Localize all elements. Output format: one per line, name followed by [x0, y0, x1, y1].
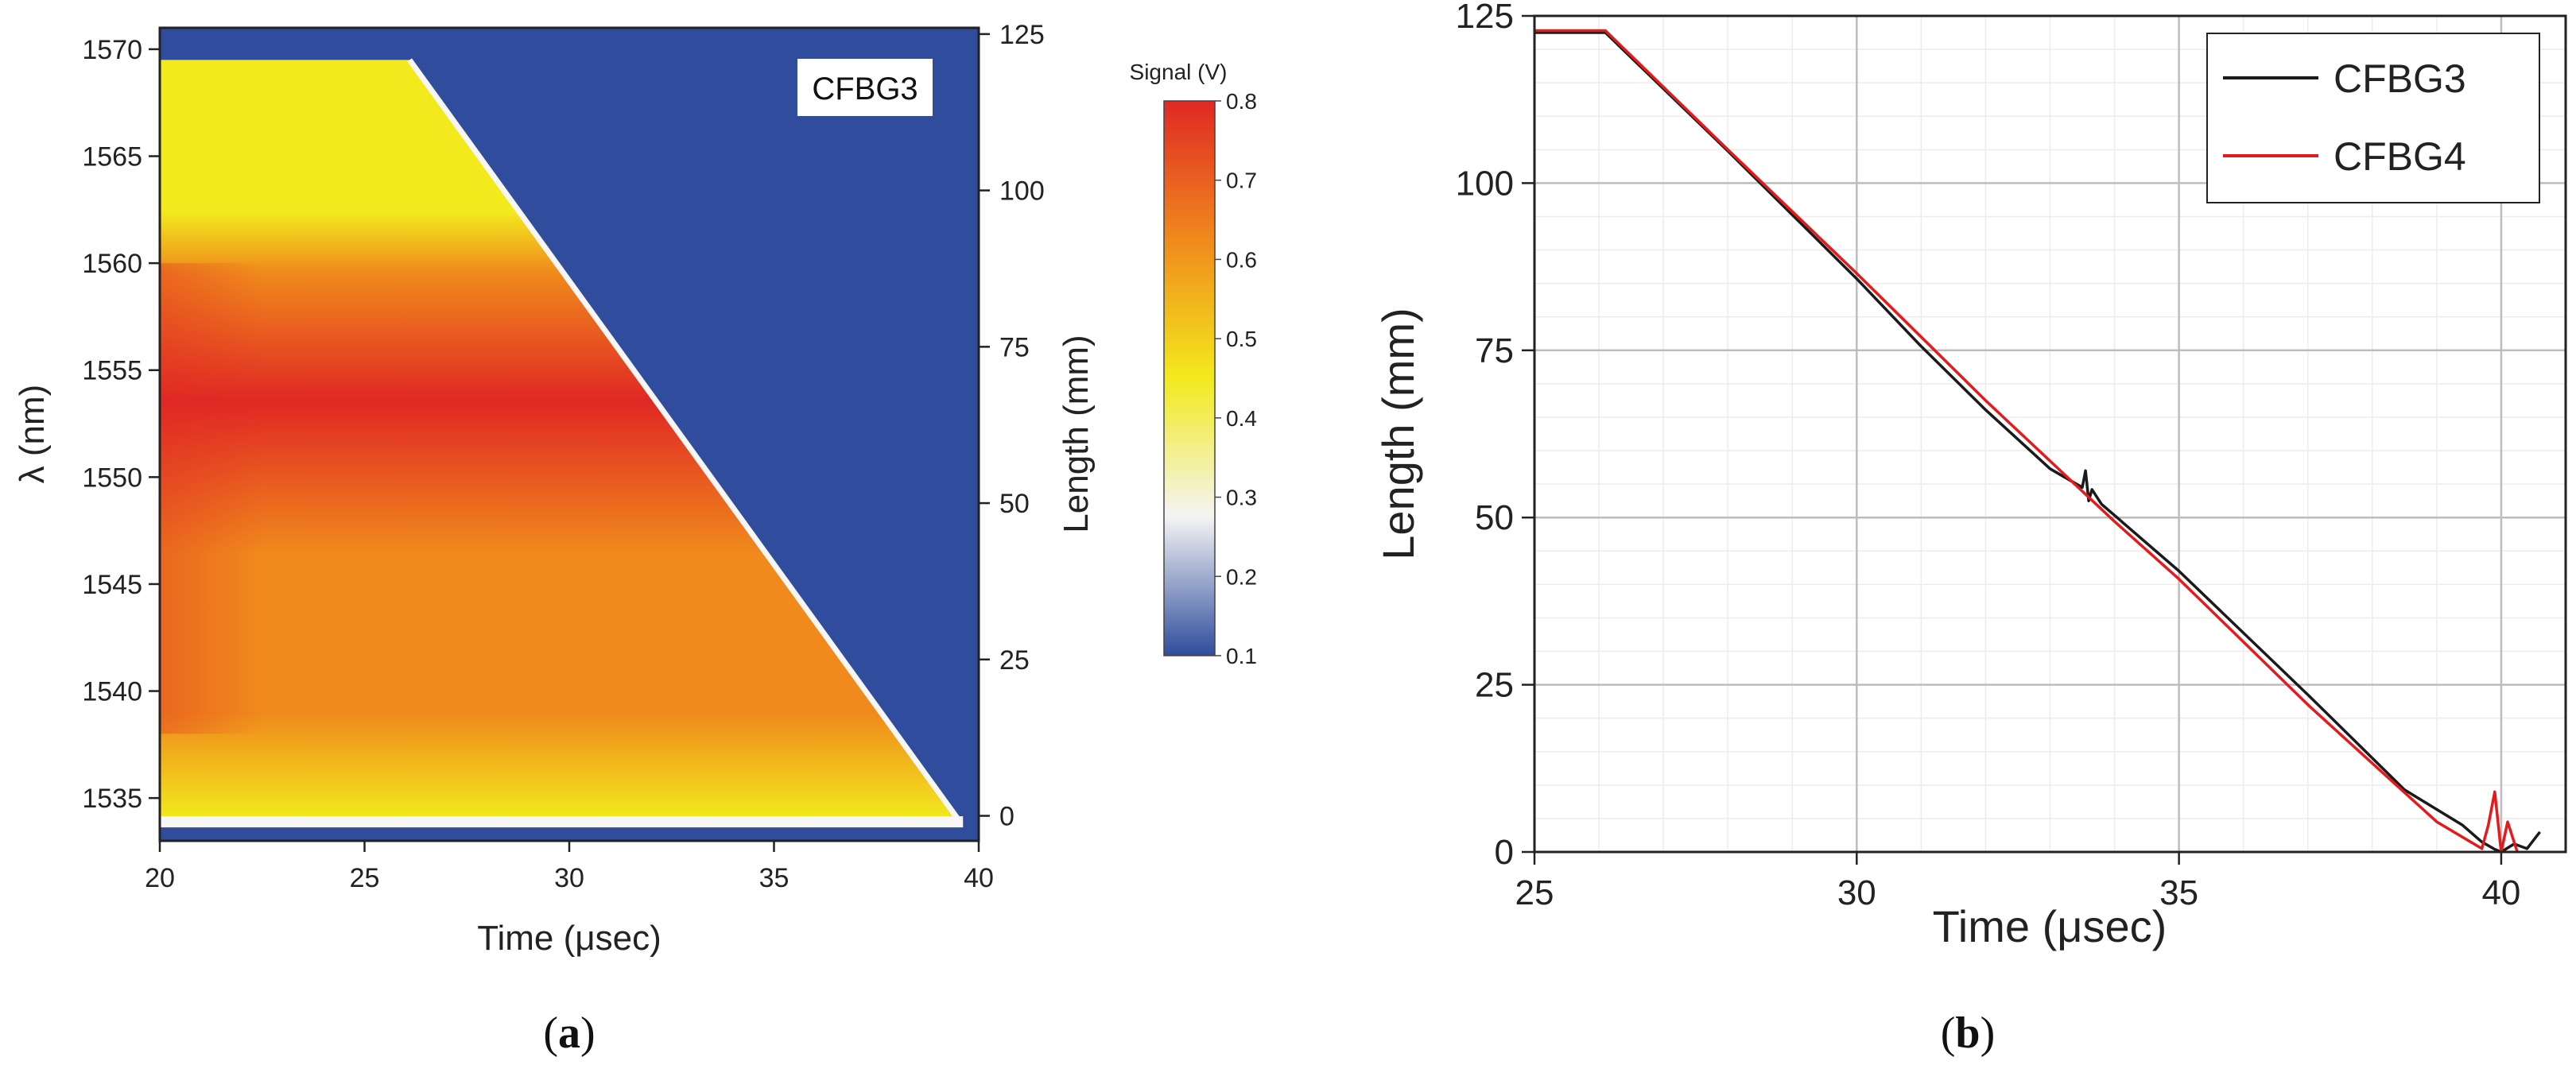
y-axis-label-b: Length (mm) — [1373, 308, 1423, 559]
y-tick-label-left-a: 1545 — [82, 570, 142, 600]
y-tick-label-left-a: 1535 — [82, 784, 142, 814]
y-tick-label-right-a: 50 — [999, 489, 1030, 519]
y-tick-label-right-a: 0 — [999, 802, 1014, 832]
grating-end-band — [160, 816, 964, 828]
y-tick-label-right-a: 25 — [999, 645, 1030, 676]
y-tick-label-left-a: 1555 — [82, 356, 142, 386]
y-tick-label-left-a: 1540 — [82, 677, 142, 707]
y-tick-label-left-a: 1550 — [82, 463, 142, 493]
colorbar-tick-label: 0.7 — [1226, 168, 1257, 193]
colorbar-gradient — [1163, 100, 1216, 656]
colorbar-tick-label: 0.6 — [1226, 247, 1257, 272]
y-tick-label-b: 100 — [1456, 164, 1514, 203]
colorbar-tick-label: 0.2 — [1226, 564, 1257, 589]
series-line-cfbg4 — [1534, 29, 2519, 852]
heatmap-red-core — [160, 263, 367, 734]
x-axis-label-b: Time (μsec) — [1933, 901, 2167, 951]
plot-frame-b — [1533, 14, 2567, 854]
y-tick-label-right-a: 100 — [999, 176, 1045, 207]
x-tick-label-b: 40 — [2481, 873, 2520, 912]
y-tick-label-b: 75 — [1475, 331, 1514, 370]
minor-grid-b — [1534, 16, 2566, 852]
colorbar: Signal (V) 0.1 0.2 0.3 0.4 0.5 0.6 0.7 0.8 — [1130, 60, 1257, 668]
legend-box — [2206, 33, 2540, 203]
legend: CFBG3 CFBG4 — [2206, 33, 2540, 203]
x-tick-label-b: 30 — [1837, 873, 1876, 912]
annotation-label: CFBG3 — [812, 72, 918, 106]
colorbar-title: Signal (V) — [1130, 60, 1228, 84]
legend-label-cfbg3: CFBG3 — [2334, 56, 2466, 101]
y-axis-label-left-a: λ (nm) — [13, 385, 52, 484]
x-tick-label-b: 35 — [2159, 873, 2198, 912]
series-line-cfbg3 — [1534, 31, 2541, 852]
y-tick-label-right-a: 125 — [999, 20, 1045, 50]
x-axis-label-a: Time (μsec) — [477, 919, 661, 958]
colorbar-tick-label: 0.4 — [1226, 406, 1257, 431]
x-axis-a: 20 25 30 35 40 — [145, 841, 994, 893]
y-axis-b: 0 25 50 75 100 125 — [1456, 0, 1534, 872]
svg-text:(b): (b) — [1941, 1009, 1995, 1058]
legend-label-cfbg4: CFBG4 — [2334, 134, 2466, 179]
colorbar-tick-label: 0.1 — [1226, 644, 1257, 668]
caption-a: (a) — [543, 1009, 595, 1058]
colorbar-ticks: 0.1 0.2 0.3 0.4 0.5 0.6 0.7 0.8 — [1215, 89, 1257, 668]
y-tick-label-b: 125 — [1456, 0, 1514, 36]
y-axis-label-right-a: Length (mm) — [1057, 335, 1096, 532]
heatmap-panel-a: 20 25 30 35 40 15351540154515501555156015651… — [13, 20, 1096, 958]
colorbar-tick-label: 0.5 — [1226, 327, 1257, 351]
x-tick-label-b: 25 — [1515, 873, 1554, 912]
y-tick-label-b: 0 — [1495, 833, 1514, 872]
colorbar-tick-label: 0.8 — [1226, 89, 1257, 114]
y-tick-label-left-a: 1560 — [82, 249, 142, 279]
x-tick-label-a: 20 — [145, 863, 175, 893]
y-axis-left-a: 1535 1540 1545 1550 1555 1560 1565 1570 — [82, 35, 160, 814]
y-tick-label-b: 25 — [1475, 666, 1514, 705]
svg-text:(a): (a) — [543, 1009, 595, 1058]
y-axis-right-a: 0 25 50 75 100 125 — [979, 20, 1045, 832]
x-tick-label-a: 40 — [964, 863, 994, 893]
x-axis-b: 25 30 35 40 — [1515, 852, 2520, 912]
caption-b: (b) — [1941, 1009, 1995, 1058]
colorbar-tick-label: 0.3 — [1226, 486, 1257, 510]
x-tick-label-a: 30 — [554, 863, 584, 893]
series-group — [1534, 29, 2541, 852]
x-tick-label-a: 25 — [350, 863, 380, 893]
x-tick-label-a: 35 — [759, 863, 789, 893]
y-tick-label-left-a: 1565 — [82, 142, 142, 172]
y-tick-label-right-a: 75 — [999, 332, 1030, 362]
y-tick-label-left-a: 1570 — [82, 35, 142, 65]
y-tick-label-b: 50 — [1475, 498, 1514, 537]
grating-front-edge — [407, 58, 961, 822]
annotation-box — [797, 59, 933, 116]
